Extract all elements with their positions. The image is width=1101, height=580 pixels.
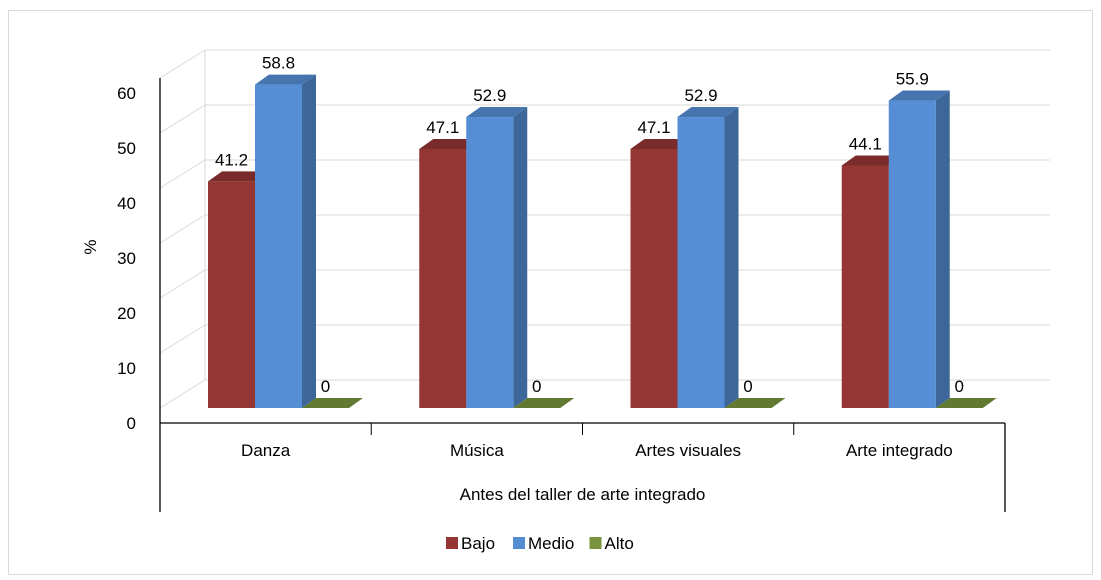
bar — [841, 165, 889, 408]
legend-swatch — [446, 537, 458, 549]
data-label: 55.9 — [896, 70, 929, 89]
data-label: 52.9 — [473, 86, 506, 105]
gridline-diagonal — [159, 49, 206, 79]
bar — [630, 148, 678, 408]
y-axis-title: % — [81, 239, 100, 254]
gridline-diagonal — [159, 269, 206, 299]
bar-top — [419, 138, 481, 149]
y-tick-label: 0 — [127, 414, 136, 433]
chart-frame — [8, 10, 1093, 575]
legend-label: Alto — [605, 534, 634, 553]
legend-label: Bajo — [461, 534, 495, 553]
data-label: 0 — [321, 377, 330, 396]
axes: 0 10 20 30 40 50 60% Danza Música Artes visuales A… — [81, 78, 1006, 512]
bar-side — [302, 74, 316, 408]
bar-side — [724, 107, 739, 409]
data-label: 58.8 — [262, 54, 295, 73]
bar-top — [513, 398, 575, 408]
bar-top — [208, 171, 269, 182]
bar-top — [630, 138, 692, 149]
y-tick-label: 50 — [117, 139, 136, 158]
bar — [888, 100, 936, 409]
bar-top — [724, 398, 786, 408]
bar — [255, 84, 302, 408]
data-label: 41.2 — [215, 150, 248, 169]
data-label: 0 — [532, 377, 541, 396]
gridline-diagonal — [159, 214, 206, 244]
gridline-diagonal — [159, 324, 206, 354]
bar-top — [935, 398, 997, 408]
gridline-diagonal — [159, 379, 206, 409]
x-group-label: Antes del taller de arte integrado — [460, 485, 706, 504]
bar-top — [677, 107, 739, 118]
bars — [208, 74, 997, 409]
data-label: 0 — [955, 377, 964, 396]
bar-side — [513, 107, 528, 409]
bar-top — [302, 398, 363, 408]
y-tick-label: 30 — [117, 249, 136, 268]
data-label: 47.1 — [426, 118, 459, 137]
bar — [466, 117, 514, 409]
data-label: 47.1 — [637, 118, 670, 137]
x-tick-label: Artes visuales — [635, 441, 741, 460]
x-tick-label: Danza — [241, 441, 291, 460]
gridline-diagonal — [159, 104, 206, 134]
y-tick-label: 10 — [117, 359, 136, 378]
legend-swatch — [513, 537, 525, 549]
gridline-diagonal — [159, 159, 206, 189]
bar — [419, 148, 467, 408]
data-label: 52.9 — [684, 86, 717, 105]
x-tick-label: Música — [450, 441, 504, 460]
bar-top — [888, 90, 950, 101]
data-labels: 41.2 58.8 0 47.1 52.9 0 47.1 52.9 0 44.1 55.9 0 — [215, 54, 964, 396]
data-label: 0 — [743, 377, 752, 396]
bar-top — [255, 74, 316, 85]
bar-side — [935, 90, 950, 409]
bar — [208, 181, 255, 408]
bar-top — [841, 155, 903, 166]
bar-top — [466, 107, 528, 118]
bar — [677, 117, 725, 409]
legend-label: Medio — [528, 534, 574, 553]
legend-swatch — [589, 537, 602, 549]
y-tick-label: 20 — [117, 304, 136, 323]
x-tick-label: Arte integrado — [846, 441, 953, 460]
y-tick-label: 60 — [117, 84, 136, 103]
y-tick-label: 40 — [117, 194, 136, 213]
legend: Bajo Medio Alto — [446, 534, 634, 553]
data-label: 44.1 — [849, 134, 882, 153]
